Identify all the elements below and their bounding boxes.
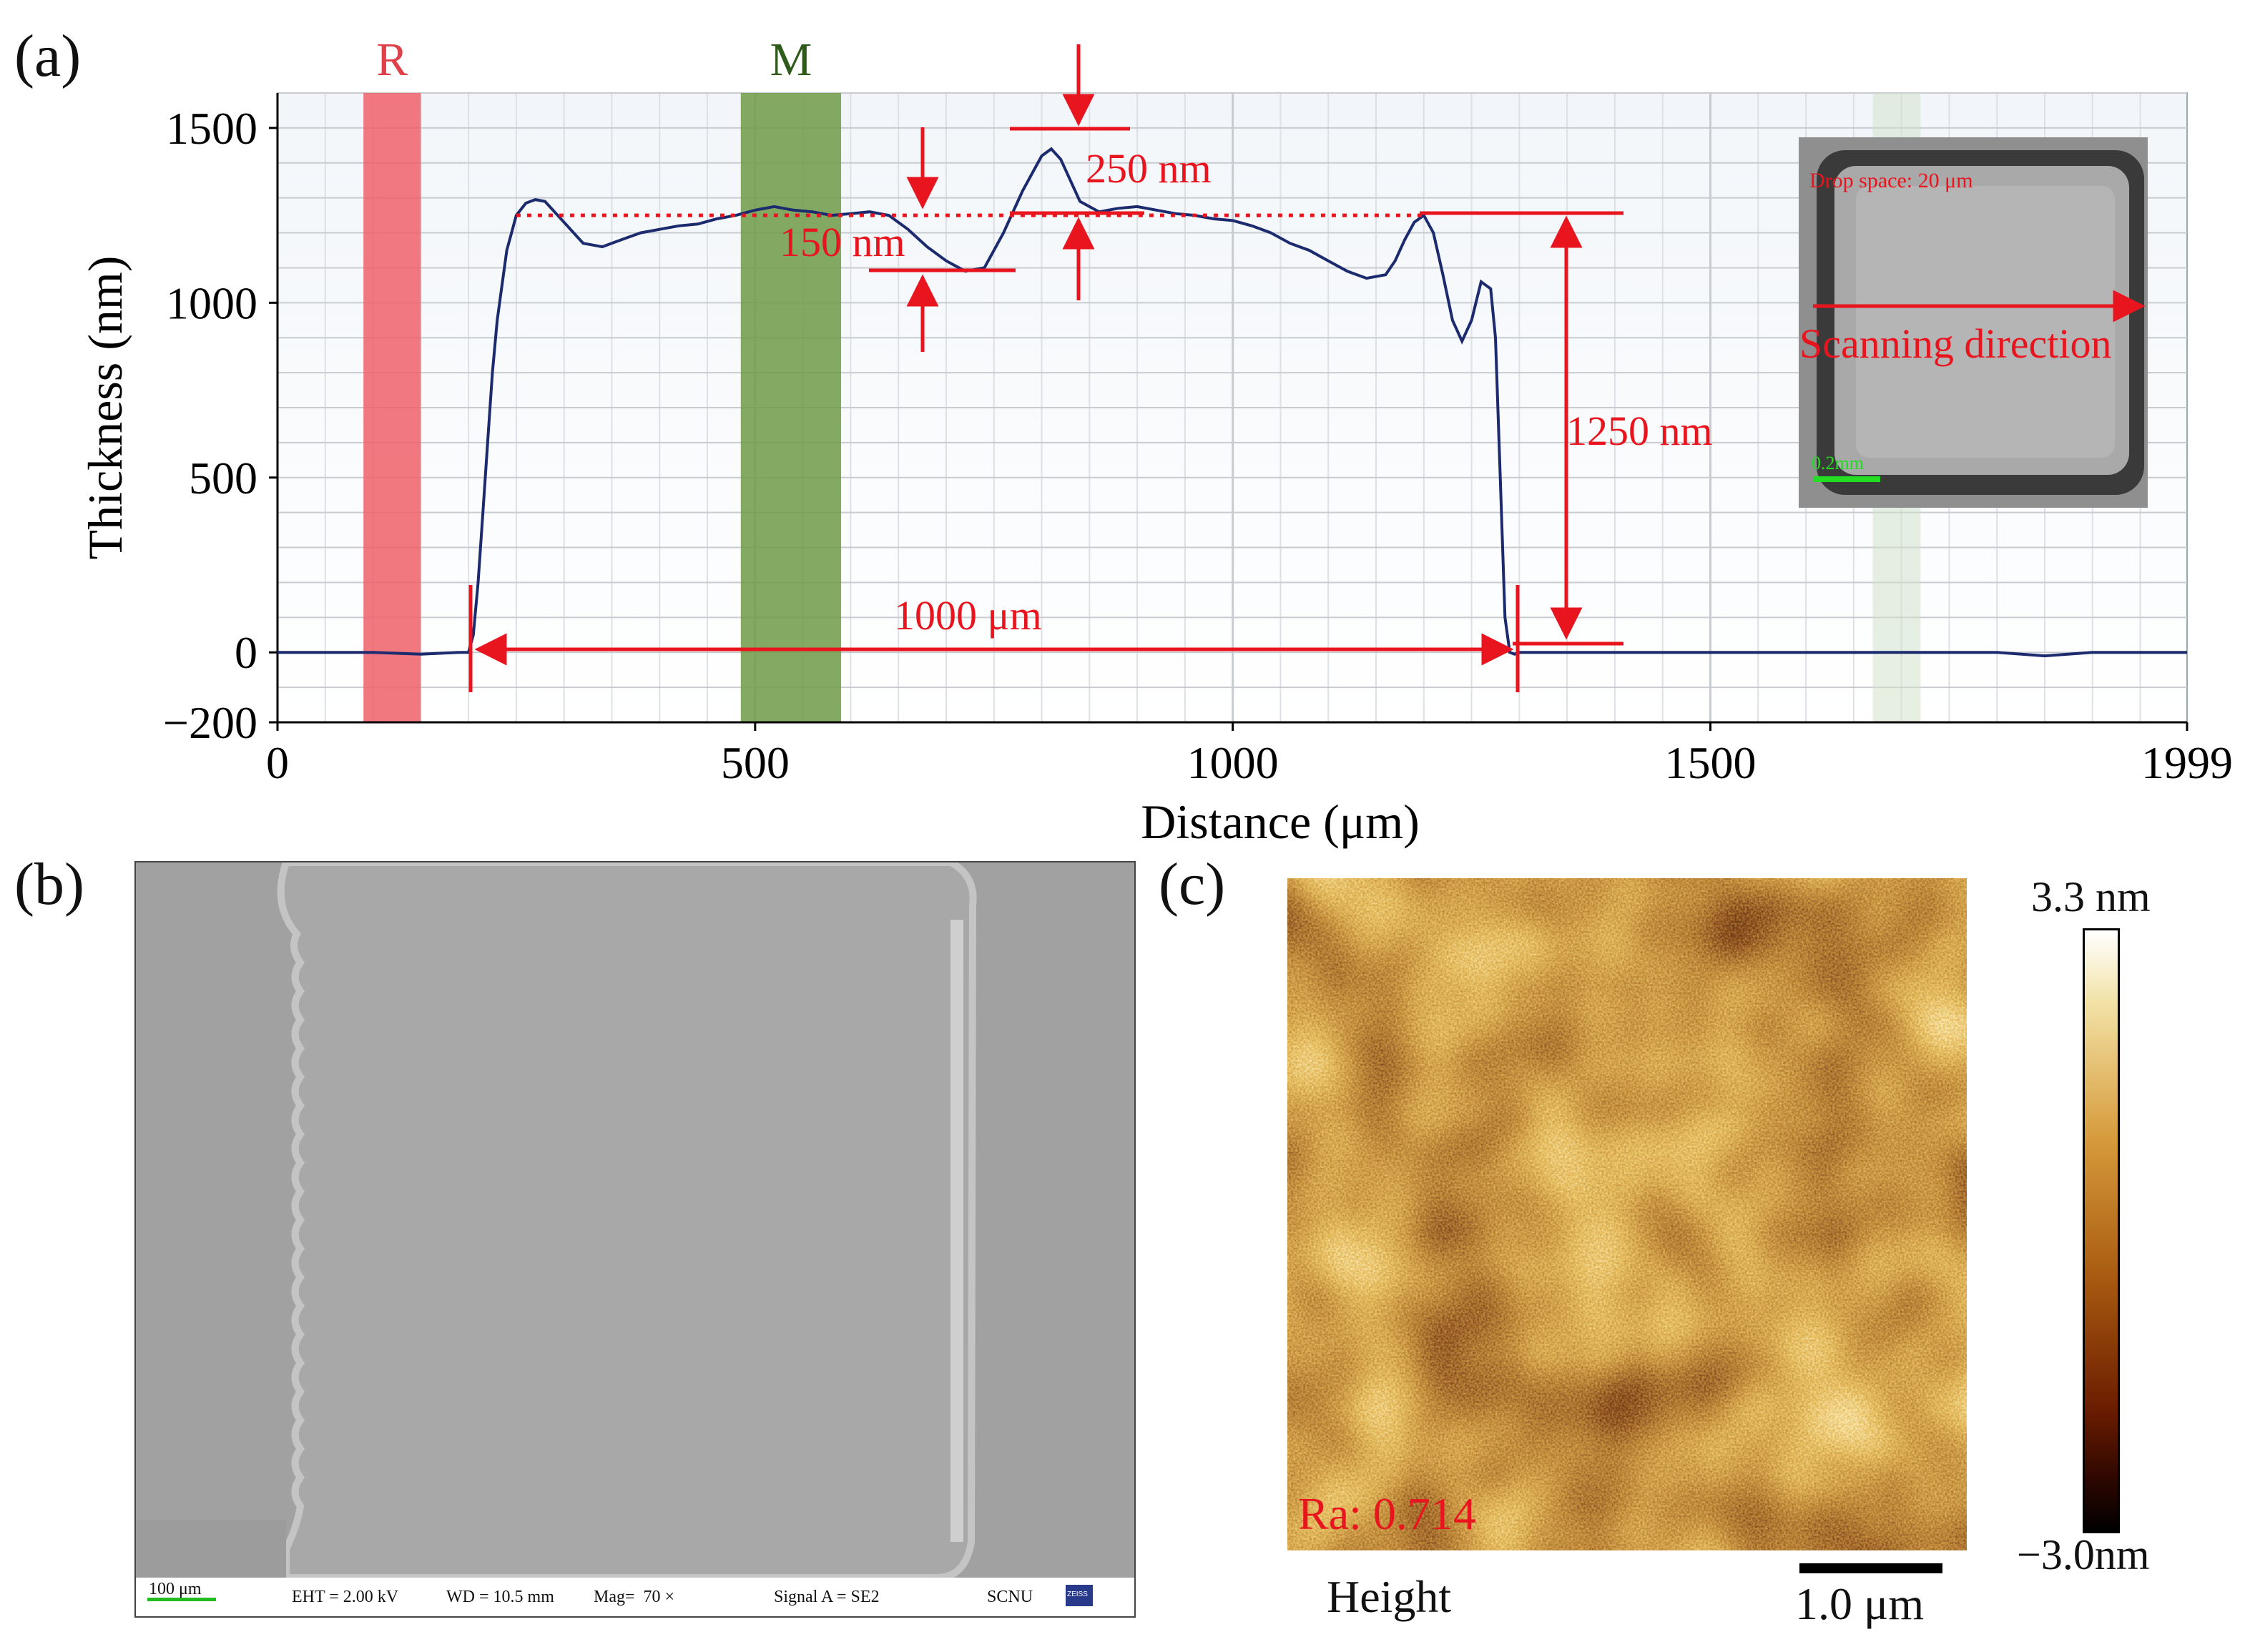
afm-height-map: [1287, 878, 1967, 1550]
afm-label: Height: [1327, 1571, 1452, 1622]
colorbar-min: −3.0nm: [2017, 1531, 2150, 1578]
label-250nm: 250 nm: [1086, 145, 1212, 192]
afm-colorbar: [2083, 928, 2120, 1533]
sem-eht: EHT = 2.00 kV: [292, 1588, 399, 1606]
x-tick-label: 0: [266, 737, 289, 788]
afm-scale: 1.0 μm: [1795, 1578, 1925, 1629]
sem-mag: Mag= 70 ×: [594, 1588, 675, 1606]
band-R: [363, 93, 421, 722]
inset-optical-image: [1799, 137, 2148, 508]
y-tick-label: 500: [189, 453, 257, 503]
inset-caption: Drop space: 20 μm: [1809, 169, 1973, 192]
panel-label-c: (c): [1159, 851, 1226, 918]
band-label-r: R: [376, 34, 408, 86]
label-150nm: 150 nm: [780, 219, 905, 265]
x-axis-title: Distance (μm): [1141, 795, 1420, 849]
measurement-annotations: [468, 44, 1623, 692]
y-tick-label: 0: [235, 627, 257, 678]
sem-image: 100 μm EHT = 2.00 kV WD = 10.5 mm Mag= 7…: [134, 861, 1136, 1618]
sem-signal: Signal A = SE2: [774, 1588, 880, 1606]
band-label-m: M: [770, 34, 812, 86]
label-1000um: 1000 μm: [894, 592, 1042, 639]
afm-ra: Ra: 0.714: [1298, 1488, 1476, 1539]
panel-label-a: (a): [14, 23, 82, 89]
series-line-profile: [277, 147, 2187, 658]
y-tick-label: 1500: [166, 103, 257, 154]
colorbar-max: 3.3 nm: [2031, 873, 2151, 920]
zeiss-logo: ZEISS: [1067, 1590, 1088, 1598]
band-M: [740, 93, 842, 722]
x-tick-label: 1500: [1665, 737, 1757, 788]
label-1250nm: 1250 nm: [1566, 408, 1713, 454]
panel-label-b: (b): [14, 851, 84, 918]
y-axis-title: Thickness (nm): [78, 256, 132, 560]
x-tick-label: 500: [721, 737, 790, 788]
y-tick-label: 1000: [166, 277, 257, 328]
sem-lab: SCNU: [987, 1588, 1033, 1606]
x-tick-label: 1000: [1187, 737, 1279, 788]
y-tick-label: −200: [163, 697, 257, 748]
inset-scale: 0.2mm: [1812, 453, 1864, 473]
inset-direction: Scanning direction: [1799, 320, 2112, 367]
sem-scale: 100 μm: [149, 1580, 202, 1598]
x-tick-label: 1999: [2141, 737, 2233, 788]
sem-wd: WD = 10.5 mm: [446, 1588, 554, 1606]
afm-scale-bar: [1799, 1563, 1942, 1573]
axes: [269, 93, 2188, 731]
